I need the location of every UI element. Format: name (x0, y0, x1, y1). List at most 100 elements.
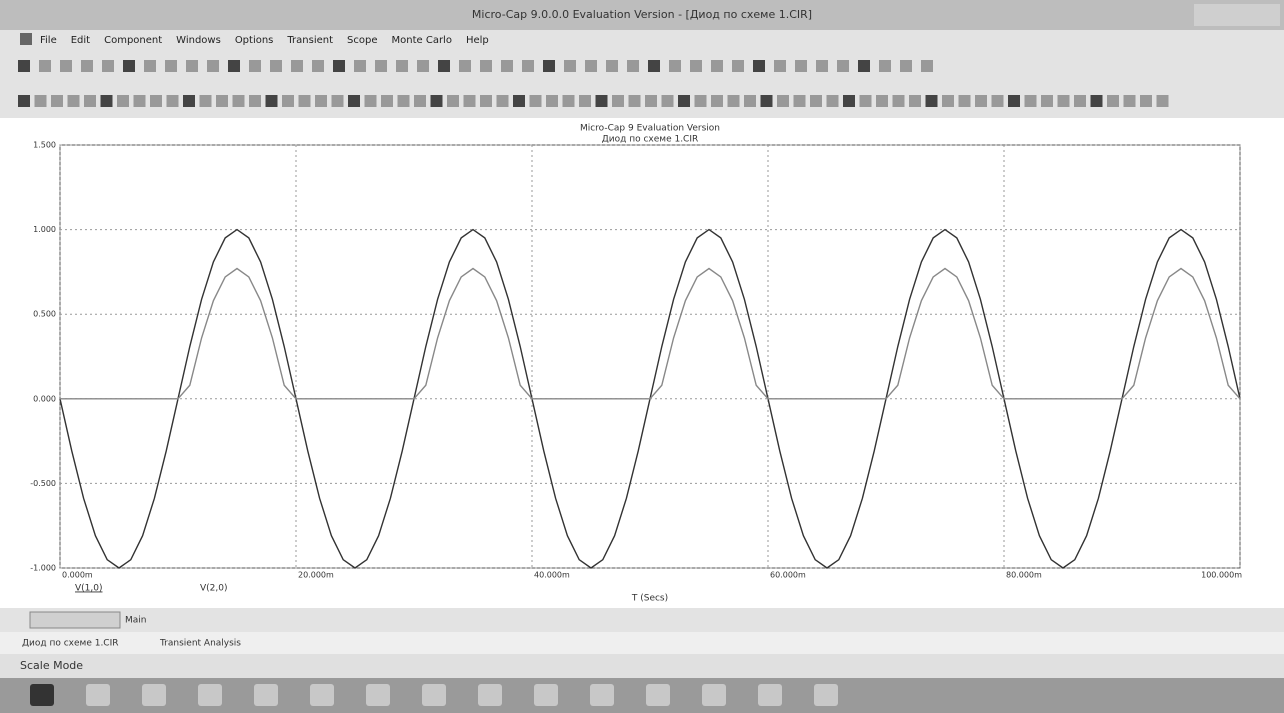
task-icon[interactable] (366, 684, 390, 706)
tool-button[interactable] (678, 95, 690, 107)
task-icon[interactable] (702, 684, 726, 706)
tool-button[interactable] (381, 95, 393, 107)
tool-button[interactable] (975, 95, 987, 107)
tool-button[interactable] (414, 95, 426, 107)
tool-button[interactable] (417, 60, 429, 72)
tool-button[interactable] (123, 60, 135, 72)
window-controls[interactable] (1194, 4, 1280, 26)
tool-button[interactable] (18, 60, 30, 72)
tool-button[interactable] (942, 95, 954, 107)
tool-button[interactable] (233, 95, 245, 107)
tool-button[interactable] (150, 95, 162, 107)
tool-button[interactable] (909, 95, 921, 107)
tool-button[interactable] (39, 60, 51, 72)
tool-button[interactable] (216, 95, 228, 107)
task-icon[interactable] (590, 684, 614, 706)
tool-button[interactable] (645, 95, 657, 107)
tool-button[interactable] (291, 60, 303, 72)
tool-button[interactable] (629, 95, 641, 107)
tool-button[interactable] (860, 95, 872, 107)
tool-button[interactable] (480, 95, 492, 107)
tool-button[interactable] (612, 95, 624, 107)
task-icon[interactable] (646, 684, 670, 706)
tool-button[interactable] (810, 95, 822, 107)
tool-button[interactable] (1058, 95, 1070, 107)
tool-button[interactable] (900, 60, 912, 72)
tool-button[interactable] (270, 60, 282, 72)
menu-item[interactable]: Help (466, 35, 489, 46)
tool-button[interactable] (563, 95, 575, 107)
tool-button[interactable] (711, 60, 723, 72)
tool-button[interactable] (893, 95, 905, 107)
tool-button[interactable] (959, 95, 971, 107)
tool-button[interactable] (81, 60, 93, 72)
tool-button[interactable] (627, 60, 639, 72)
tool-button[interactable] (101, 95, 113, 107)
tool-button[interactable] (117, 95, 129, 107)
tool-button[interactable] (228, 60, 240, 72)
tool-button[interactable] (35, 95, 47, 107)
tool-button[interactable] (695, 95, 707, 107)
tool-button[interactable] (1140, 95, 1152, 107)
tool-button[interactable] (522, 60, 534, 72)
tool-button[interactable] (68, 95, 80, 107)
tool-button[interactable] (200, 95, 212, 107)
tool-button[interactable] (546, 95, 558, 107)
task-icon[interactable] (30, 684, 54, 706)
tool-button[interactable] (282, 95, 294, 107)
task-icon[interactable] (254, 684, 278, 706)
tool-button[interactable] (795, 60, 807, 72)
tool-button[interactable] (585, 60, 597, 72)
tool-button[interactable] (711, 95, 723, 107)
menu-item[interactable]: File (40, 35, 57, 46)
task-icon[interactable] (534, 684, 558, 706)
tool-button[interactable] (84, 95, 96, 107)
tool-button[interactable] (299, 95, 311, 107)
tool-button[interactable] (530, 95, 542, 107)
tool-button[interactable] (543, 60, 555, 72)
tool-button[interactable] (438, 60, 450, 72)
tool-button[interactable] (777, 95, 789, 107)
tool-button[interactable] (662, 95, 674, 107)
tool-button[interactable] (606, 60, 618, 72)
tool-button[interactable] (1157, 95, 1169, 107)
menu-item[interactable]: Edit (71, 35, 90, 46)
tab[interactable]: Main (125, 616, 147, 626)
tool-button[interactable] (60, 60, 72, 72)
task-icon[interactable] (758, 684, 782, 706)
tool-button[interactable] (744, 95, 756, 107)
task-icon[interactable] (86, 684, 110, 706)
tool-button[interactable] (564, 60, 576, 72)
task-icon[interactable] (422, 684, 446, 706)
tool-button[interactable] (669, 60, 681, 72)
tool-button[interactable] (332, 95, 344, 107)
tool-button[interactable] (1041, 95, 1053, 107)
tool-button[interactable] (1008, 95, 1020, 107)
tool-button[interactable] (375, 60, 387, 72)
tool-button[interactable] (837, 60, 849, 72)
tool-button[interactable] (732, 60, 744, 72)
tool-button[interactable] (365, 95, 377, 107)
tool-button[interactable] (396, 60, 408, 72)
tool-button[interactable] (1124, 95, 1136, 107)
tool-button[interactable] (827, 95, 839, 107)
tab[interactable]: Диод по схеме 1.CIR (22, 639, 119, 649)
tool-button[interactable] (207, 60, 219, 72)
tool-button[interactable] (579, 95, 591, 107)
tool-button[interactable] (315, 95, 327, 107)
tool-button[interactable] (992, 95, 1004, 107)
task-icon[interactable] (814, 684, 838, 706)
tool-button[interactable] (480, 60, 492, 72)
tool-button[interactable] (690, 60, 702, 72)
tool-button[interactable] (926, 95, 938, 107)
task-icon[interactable] (478, 684, 502, 706)
tool-button[interactable] (464, 95, 476, 107)
menu-item[interactable]: Windows (176, 35, 221, 46)
tool-button[interactable] (144, 60, 156, 72)
tool-button[interactable] (728, 95, 740, 107)
menu-item[interactable]: Transient (286, 35, 333, 46)
task-icon[interactable] (310, 684, 334, 706)
tool-button[interactable] (333, 60, 345, 72)
tool-button[interactable] (249, 95, 261, 107)
tool-button[interactable] (398, 95, 410, 107)
